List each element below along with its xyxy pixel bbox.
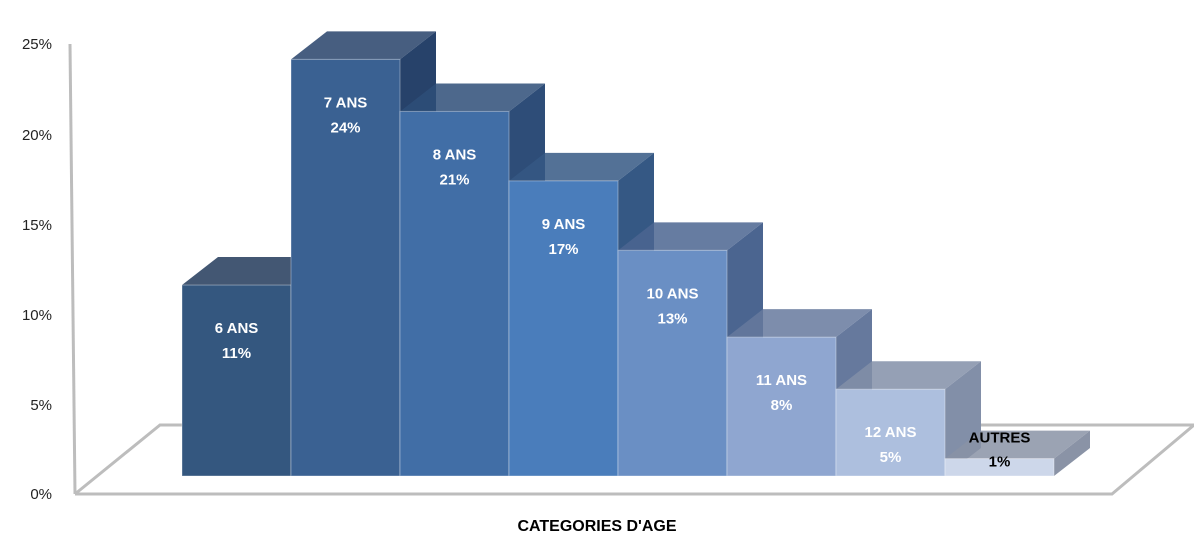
y-tick-label: 5% (30, 397, 52, 414)
bar-category-label: 7 ANS (324, 94, 368, 111)
bar-front (399, 110, 510, 477)
y-axis-ticks: 0% 5% 10% 15% 20% 25% (22, 36, 52, 503)
bar-top (836, 361, 981, 390)
bar-front (290, 58, 401, 477)
bar-top (182, 257, 327, 286)
bar-top (400, 83, 545, 112)
y-tick-label: 10% (22, 307, 52, 324)
y-tick-label: 0% (30, 486, 52, 503)
bar: AUTRES 1% (944, 430, 1090, 477)
bar-category-label: 6 ANS (215, 320, 259, 337)
bar-top (618, 222, 763, 251)
bar-top (727, 309, 872, 338)
bar-side (1054, 430, 1090, 476)
bar-value-label: 1% (989, 454, 1011, 471)
bar-category-label: 8 ANS (433, 146, 477, 163)
bar-category-label: 11 ANS (756, 372, 807, 389)
bar-front (508, 180, 619, 477)
x-axis-title: CATEGORIES D'AGE (517, 518, 676, 535)
bar-value-label: 5% (880, 449, 902, 466)
y-tick-label: 25% (22, 36, 52, 53)
y-tick-label: 15% (22, 217, 52, 234)
bar-front (835, 388, 946, 477)
bar-value-label: 8% (771, 397, 793, 414)
bar-front (944, 458, 1055, 477)
bar-top (509, 152, 654, 181)
bar-category-label: AUTRES (969, 430, 1031, 447)
bar-top (291, 31, 436, 60)
bar-front (181, 284, 292, 477)
bars: 6 ANS 11% 7 ANS 24% 8 ANS 21% 9 ANS 17% 10 ANS 13… (181, 31, 1090, 477)
bar-category-label: 9 ANS (542, 216, 586, 233)
bar-value-label: 17% (548, 241, 578, 258)
y-tick-label: 20% (22, 127, 52, 144)
bar-front (726, 336, 837, 477)
bar-value-label: 11% (222, 345, 251, 362)
bar-value-label: 13% (657, 310, 687, 327)
bar: 12 ANS 5% (835, 361, 981, 477)
bar-category-label: 10 ANS (647, 285, 699, 302)
bar-value-label: 24% (330, 119, 360, 136)
bar-value-label: 21% (439, 171, 469, 188)
floor-front-edge (75, 423, 1194, 496)
bar-top (945, 430, 1090, 459)
bar-front (617, 249, 728, 477)
back-wall-edge (68, 43, 77, 495)
bar-category-label: 12 ANS (865, 424, 917, 441)
